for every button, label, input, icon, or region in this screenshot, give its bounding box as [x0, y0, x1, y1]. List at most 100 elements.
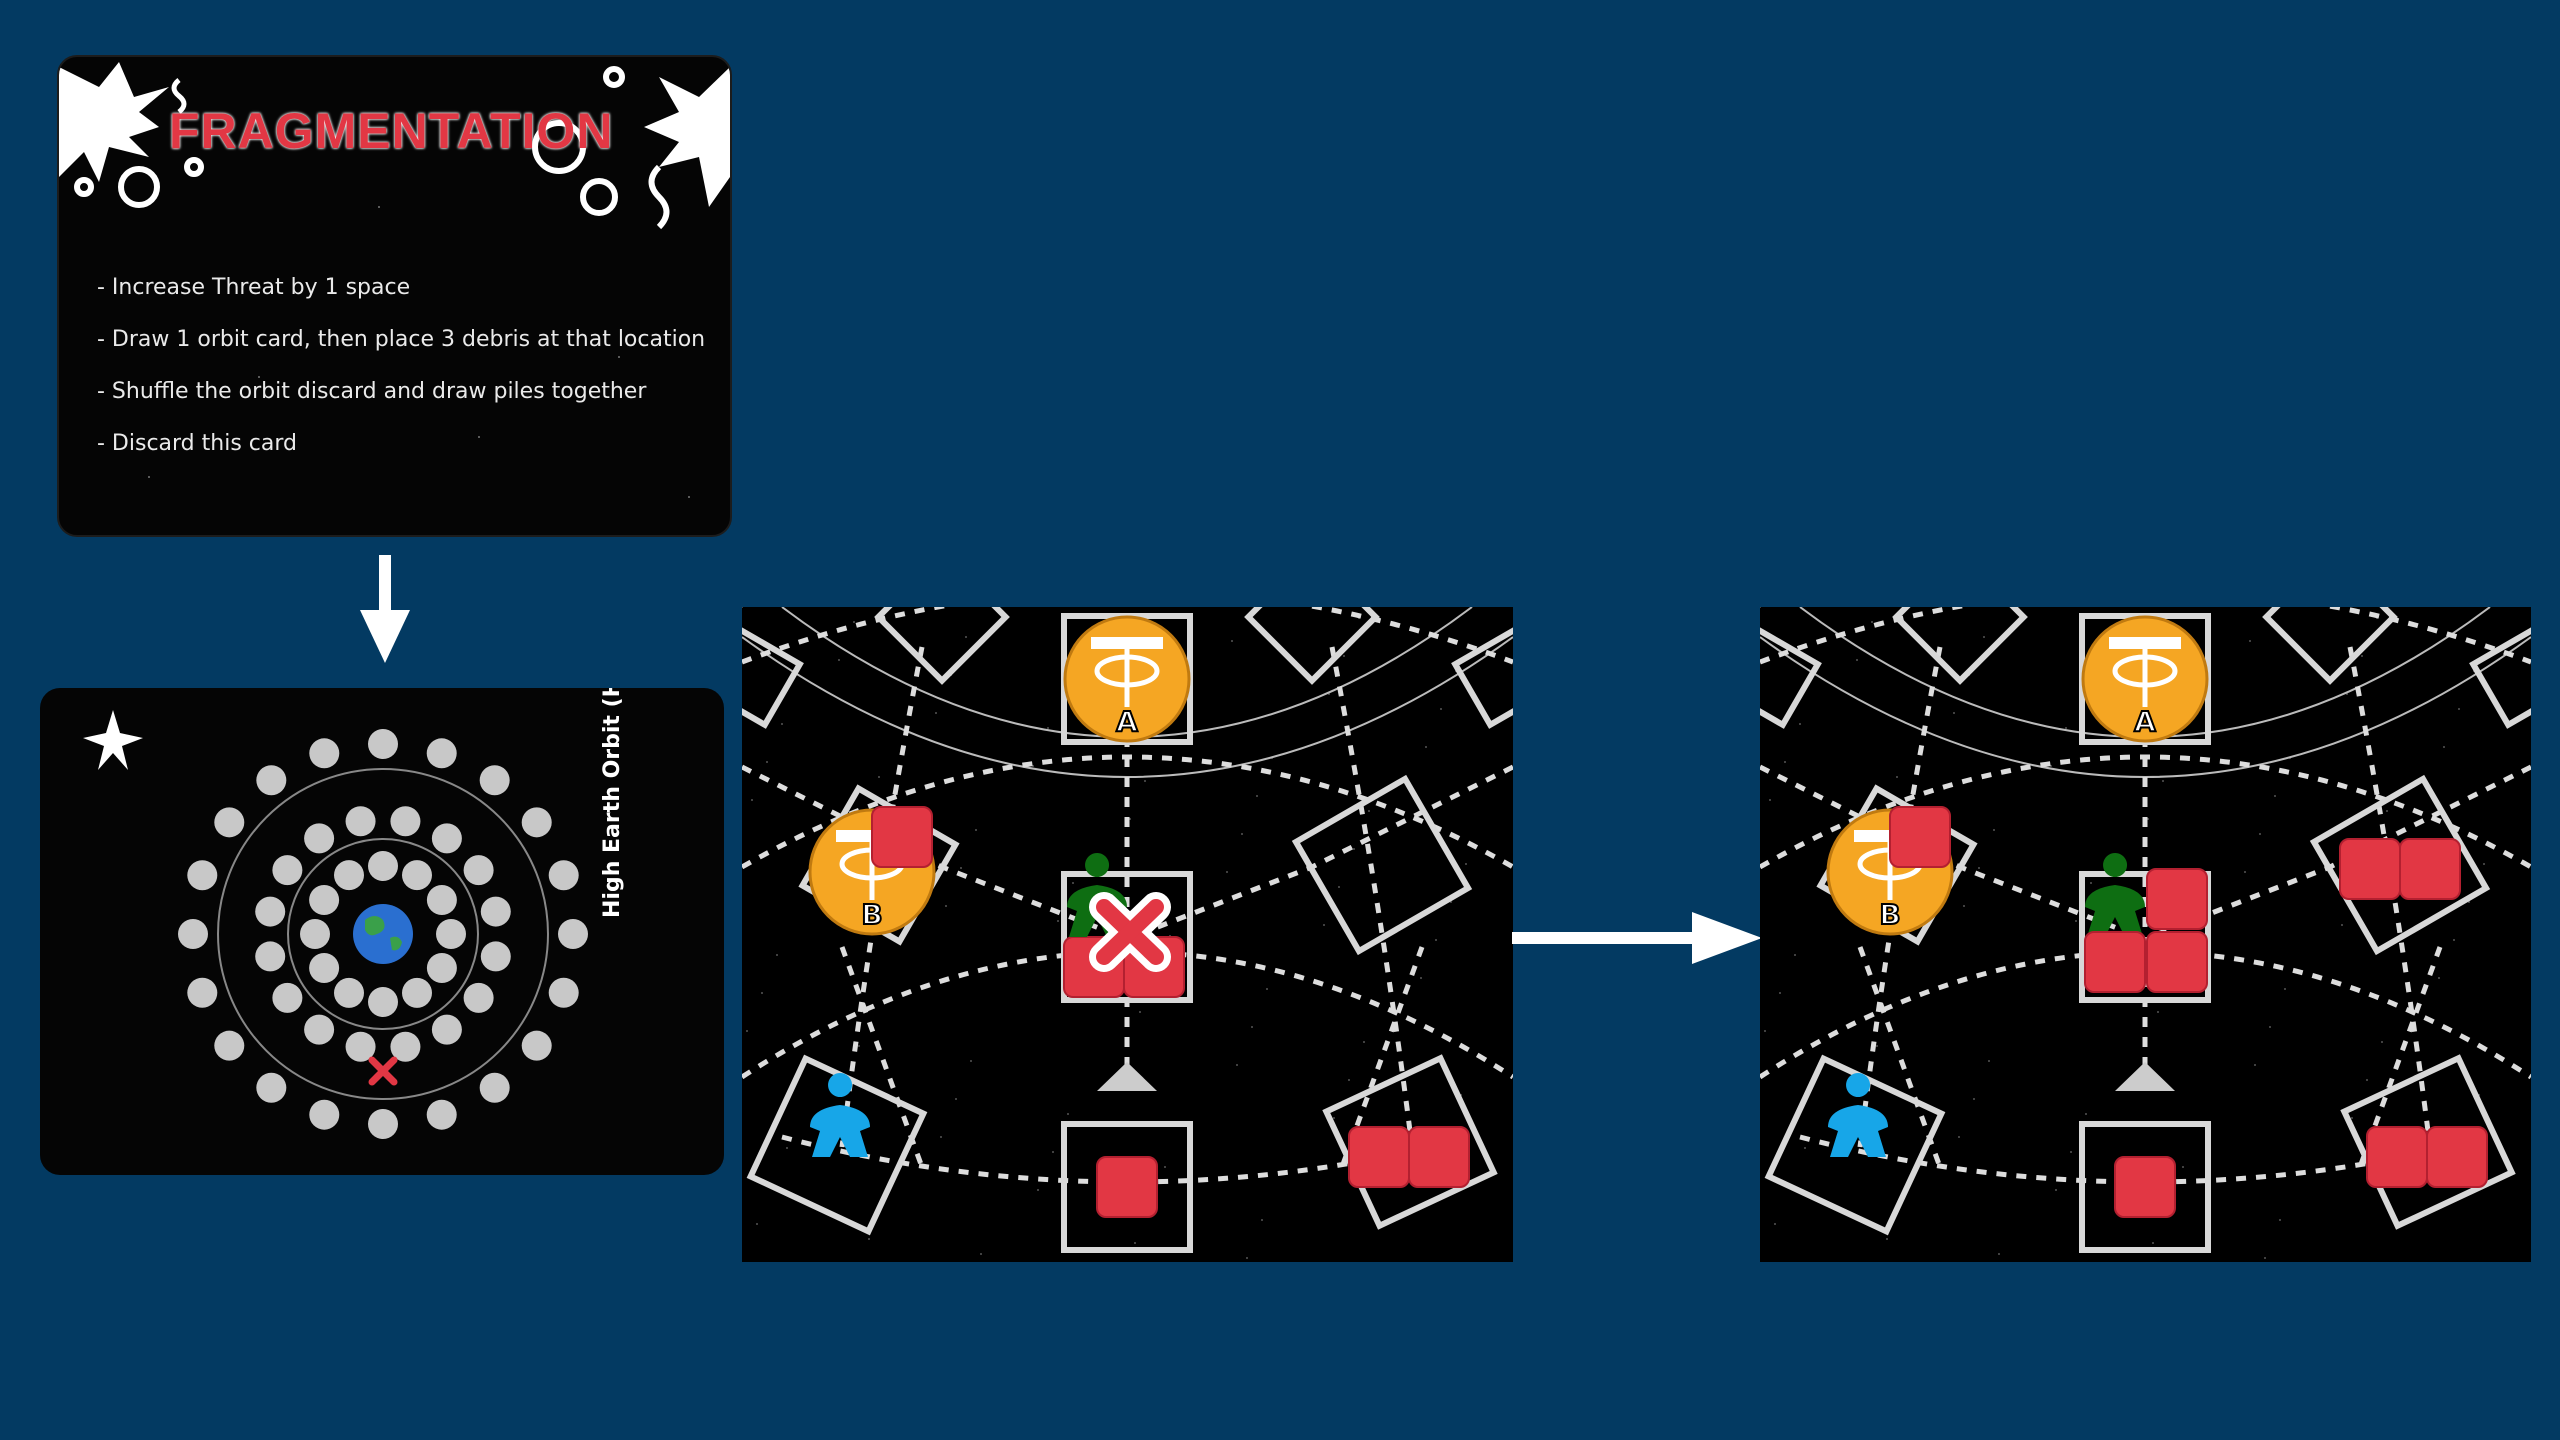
- orbit-slot: [309, 953, 340, 983]
- orbit-slot: [368, 729, 398, 759]
- debris-token: [2399, 838, 2461, 900]
- event-card: FRAGMENTATION - Increase Threat by 1 spa…: [57, 55, 732, 537]
- x-mark-icon: [368, 1056, 398, 1086]
- orbit-space: [2469, 625, 2531, 729]
- meeple-icon: [2085, 853, 2145, 937]
- orbit-slot: [548, 860, 579, 891]
- satellite-label: A: [1116, 705, 1138, 738]
- orbit-space: [1061, 871, 1193, 1003]
- orbit-space: [746, 1054, 928, 1236]
- orbit-slot: [334, 860, 364, 891]
- gear-icon: [532, 120, 586, 174]
- orbit-slot: [548, 977, 579, 1008]
- orbit-space: [1451, 625, 1513, 729]
- orbit-card: High Earth Orbit (HEO): [40, 688, 724, 1175]
- orbit-slot: [431, 823, 462, 854]
- debris-token: [2084, 931, 2146, 993]
- orbit-slot: [309, 738, 340, 769]
- orbit-slot: [431, 1014, 462, 1045]
- orbit-slot: [256, 1072, 287, 1103]
- orbit-space: [2262, 607, 2398, 685]
- orbit-slot: [345, 806, 376, 837]
- orbit-space: [2079, 871, 2211, 1003]
- orbit-slot: [334, 977, 364, 1008]
- orbit-space: [874, 607, 1010, 685]
- orbit-slot: [187, 977, 218, 1008]
- orbit-slot: [255, 941, 286, 972]
- orbit-label: High Earth Orbit (HEO): [600, 688, 625, 918]
- orbit-slot: [309, 885, 340, 915]
- orbit-slot: [402, 860, 432, 891]
- meeple-icon: [1828, 1073, 1888, 1157]
- orbit-space: [1760, 625, 1822, 729]
- gear-icon: [118, 166, 160, 208]
- orbit-slot: [426, 953, 457, 983]
- orbit-slot: [463, 982, 494, 1013]
- gear-icon: [74, 177, 94, 197]
- orbit-space: [2079, 1121, 2211, 1253]
- orbit-slot: [426, 738, 457, 769]
- spring-icon: [648, 164, 670, 230]
- orbit-slot: [479, 1072, 510, 1103]
- orbit-slot: [480, 896, 511, 927]
- orbit-slot: [309, 1099, 340, 1130]
- debris-token: [2146, 931, 2208, 993]
- rule-item: - Draw 1 orbit card, then place 3 debris…: [97, 327, 706, 352]
- satellite-label: A: [2134, 705, 2156, 738]
- debris-token: [871, 806, 933, 868]
- satellite-label: B: [1879, 898, 1900, 931]
- orbit-slot: [214, 1030, 245, 1061]
- spring-icon: [171, 78, 187, 114]
- debris-token: [1889, 806, 1951, 868]
- orbit-slot: [255, 896, 286, 927]
- earth-icon: [353, 904, 413, 964]
- debris-token: [1408, 1126, 1470, 1188]
- explosion-right-icon: [644, 67, 730, 207]
- orbit-slot: [480, 941, 511, 972]
- satellite-label: B: [861, 898, 882, 931]
- orbit-slot: [368, 987, 398, 1017]
- orbit-space: [1764, 1054, 1946, 1236]
- orbit-slot: [463, 855, 494, 886]
- right-arrow-icon: [1512, 912, 1762, 964]
- orbit-space: [1291, 774, 1473, 956]
- debris-token: [1348, 1126, 1410, 1188]
- orbit-slot: [521, 807, 552, 838]
- orbit-slot: [368, 1109, 398, 1139]
- orbit-slot: [187, 860, 218, 891]
- rule-item: - Shuffle the orbit discard and draw pil…: [97, 379, 647, 404]
- explosion-left-icon: [59, 62, 169, 182]
- orbit-slot: [426, 885, 457, 915]
- orbit-diagram: [83, 710, 588, 1139]
- direction-arrow-icon: [1097, 1062, 1157, 1091]
- orbit-space: [1061, 1121, 1193, 1253]
- gear-icon: [603, 66, 625, 88]
- rule-item: - Discard this card: [97, 431, 297, 456]
- orbit-slot: [178, 919, 208, 949]
- rule-item: - Increase Threat by 1 space: [97, 275, 411, 300]
- orbit-space: [1244, 607, 1380, 685]
- debris-token: [2366, 1126, 2428, 1188]
- card-title: FRAGMENTATION: [169, 103, 614, 159]
- orbit-slot: [390, 806, 421, 837]
- orbit-slot: [256, 765, 287, 796]
- orbit-slot: [214, 807, 245, 838]
- orbit-slot: [304, 823, 335, 854]
- orbit-slot: [521, 1030, 552, 1061]
- debris-token: [1096, 1156, 1158, 1218]
- debris-token: [2114, 1156, 2176, 1218]
- debris-token: [2146, 868, 2208, 930]
- orbit-space: [1892, 607, 2028, 685]
- direction-arrow-icon: [2115, 1062, 2175, 1091]
- orbit-slot: [558, 919, 588, 949]
- orbit-slot: [300, 919, 330, 949]
- orbit-slot: [390, 1031, 421, 1062]
- debris-token: [2339, 838, 2401, 900]
- orbit-slot: [345, 1031, 376, 1062]
- orbit-space: [742, 625, 804, 729]
- orbit-slot: [304, 1014, 335, 1045]
- orbit-slot: [272, 982, 303, 1013]
- star-icon: [83, 710, 143, 770]
